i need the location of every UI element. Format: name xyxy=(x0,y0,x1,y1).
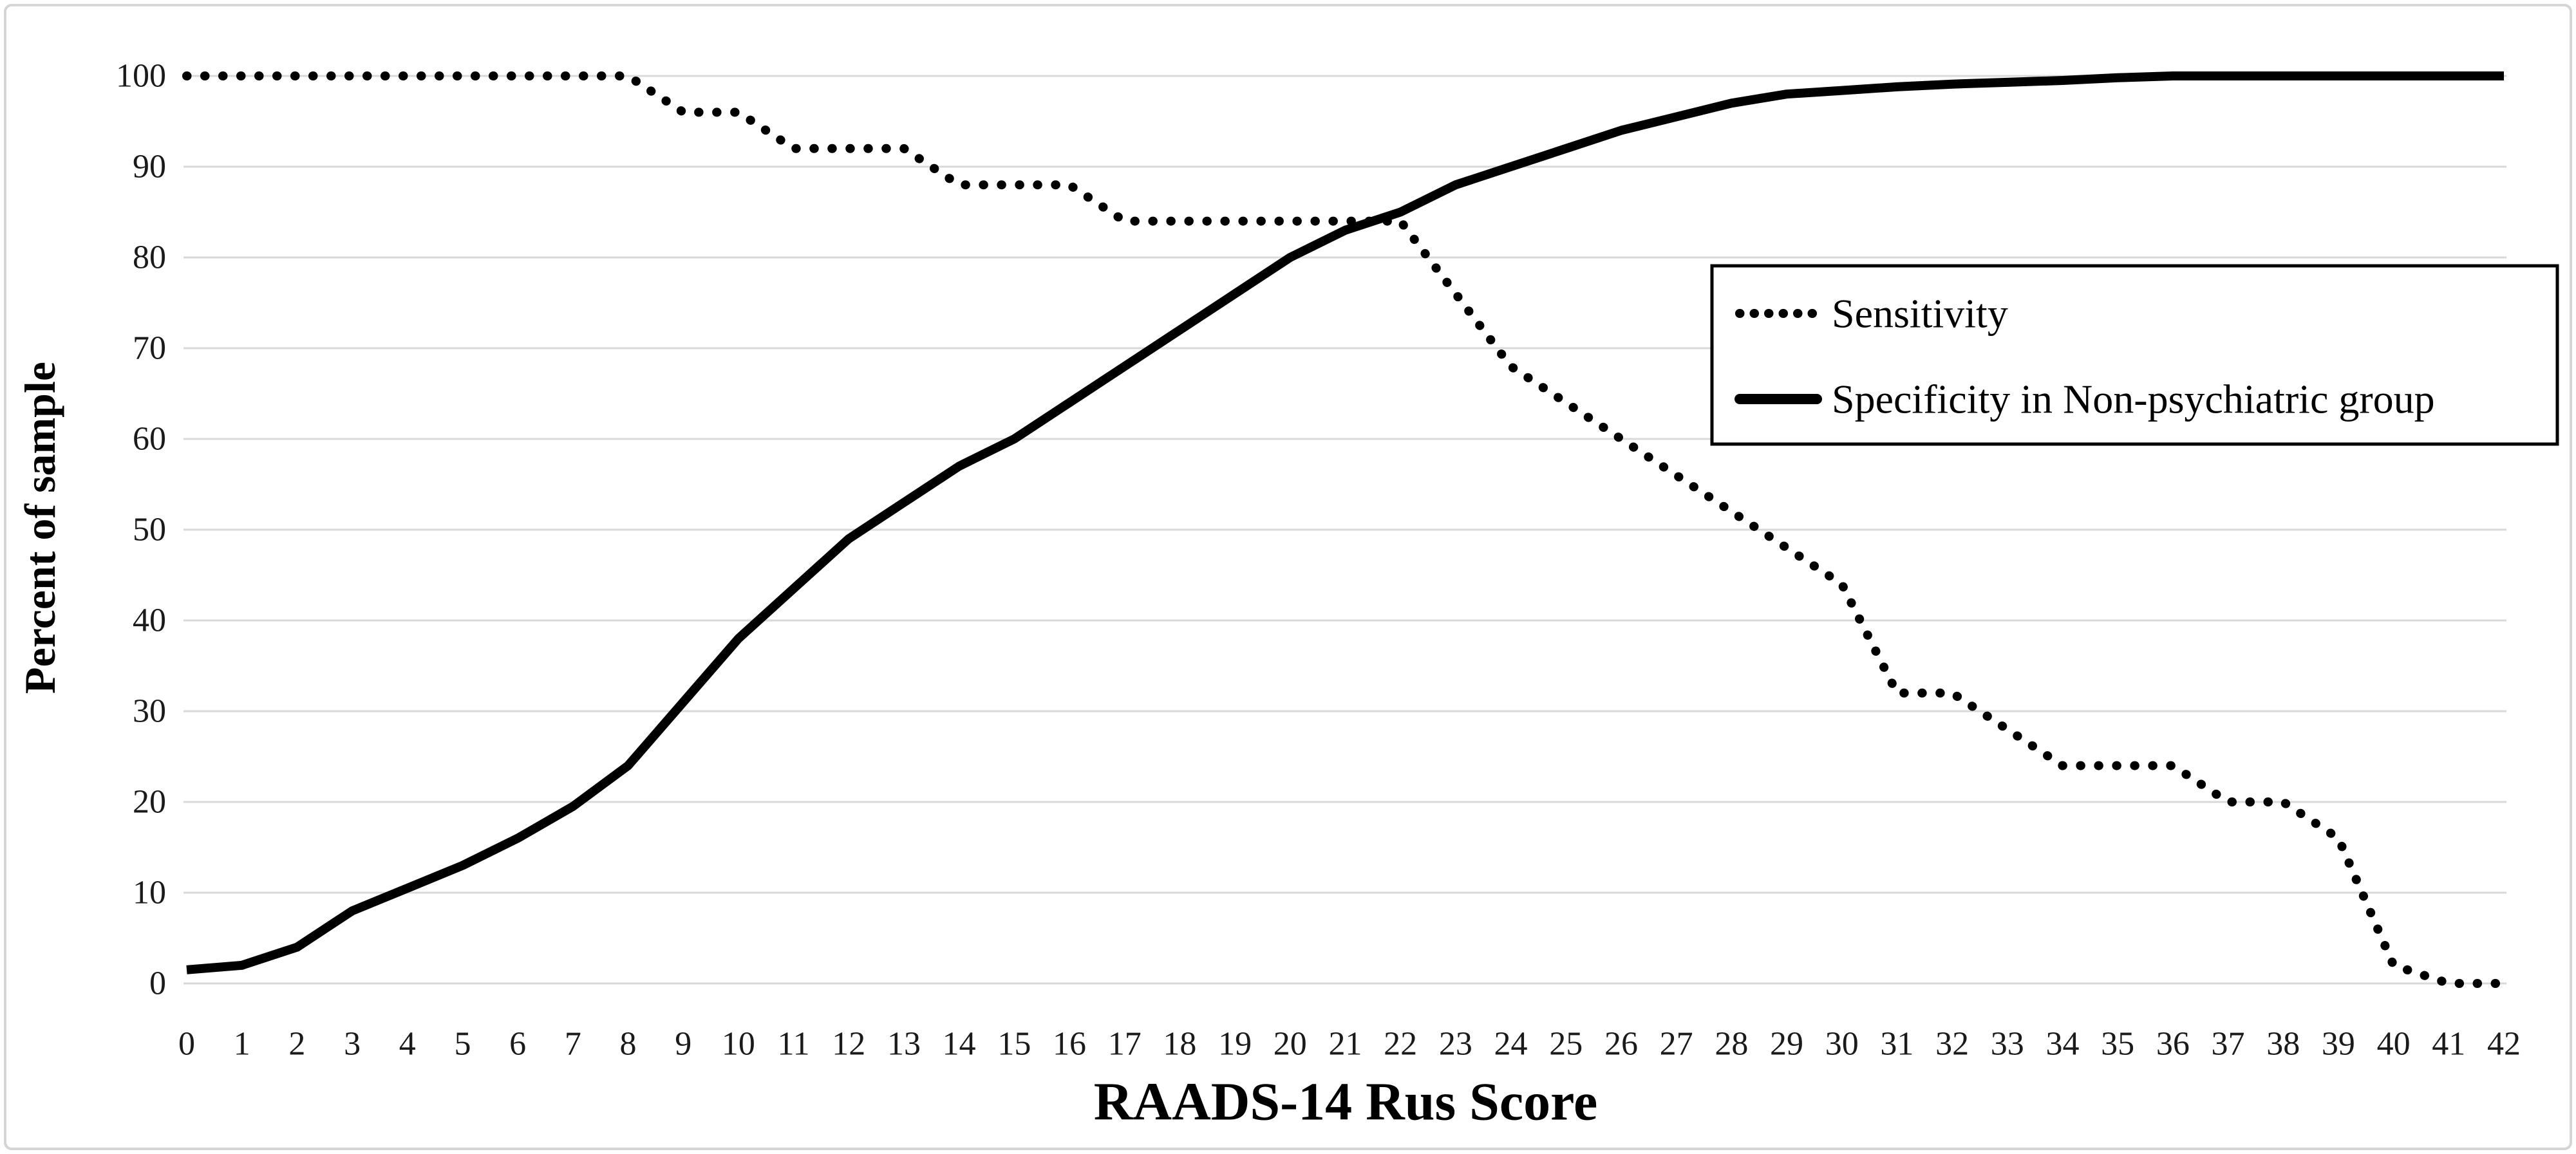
x-tick-label-19: 19 xyxy=(1218,1026,1252,1063)
x-tick-label-15: 15 xyxy=(997,1026,1031,1063)
x-tick-label-12: 12 xyxy=(832,1026,865,1063)
x-tick-label-40: 40 xyxy=(2377,1026,2411,1063)
x-tick-label-6: 6 xyxy=(509,1026,526,1063)
data-series xyxy=(182,71,2508,988)
y-tick-label-100: 100 xyxy=(116,58,166,95)
x-tick-label-20: 20 xyxy=(1274,1026,1307,1063)
x-tick-label-22: 22 xyxy=(1384,1026,1417,1063)
x-tick-label-37: 37 xyxy=(2212,1026,2245,1063)
x-tick-label-11: 11 xyxy=(778,1026,810,1063)
x-tick-label-23: 23 xyxy=(1439,1026,1472,1063)
x-tick-label-36: 36 xyxy=(2156,1026,2190,1063)
legend: Sensitivity Specificity in Non-psychiatr… xyxy=(1710,264,2559,446)
legend-label-specificity: Specificity in Non-psychiatric group xyxy=(1832,377,2435,422)
x-tick-label-42: 42 xyxy=(2487,1026,2521,1063)
x-tick-label-26: 26 xyxy=(1604,1026,1638,1063)
x-tick-label-13: 13 xyxy=(887,1026,921,1063)
x-tick-label-28: 28 xyxy=(1715,1026,1748,1063)
y-tick-label-10: 10 xyxy=(133,875,166,911)
gridlines xyxy=(183,75,2506,985)
x-tick-label-16: 16 xyxy=(1053,1026,1086,1063)
x-tick-label-39: 39 xyxy=(2322,1026,2355,1063)
x-tick-label-5: 5 xyxy=(454,1026,471,1063)
y-tick-label-60: 60 xyxy=(133,421,166,458)
x-tick-label-9: 9 xyxy=(675,1026,691,1063)
x-tick-label-4: 4 xyxy=(399,1026,416,1063)
x-tick-label-14: 14 xyxy=(943,1026,976,1063)
x-tick-label-31: 31 xyxy=(1880,1026,1913,1063)
x-axis-ticks: 0 1 2 3 4 5 6 7 8 9 10 11 12 13 14 15 16 17 18 19 20 21 22 23 24… xyxy=(178,1026,2521,1063)
y-axis-title: Percent of sample xyxy=(15,362,64,694)
x-tick-label-10: 10 xyxy=(722,1026,755,1063)
y-tick-label-40: 40 xyxy=(133,602,166,639)
x-tick-label-33: 33 xyxy=(1991,1026,2024,1063)
specificity-curve xyxy=(186,71,2504,974)
x-tick-label-3: 3 xyxy=(344,1026,361,1063)
figure-frame xyxy=(4,4,2572,1150)
x-tick-label-17: 17 xyxy=(1108,1026,1142,1063)
y-tick-label-30: 30 xyxy=(133,693,166,730)
x-tick-label-8: 8 xyxy=(620,1026,637,1063)
x-tick-label-41: 41 xyxy=(2432,1026,2465,1063)
x-tick-label-2: 2 xyxy=(288,1026,305,1063)
y-tick-label-70: 70 xyxy=(133,330,166,367)
x-tick-label-35: 35 xyxy=(2101,1026,2134,1063)
y-axis-ticks: 0 10 20 30 40 50 60 70 80 90 100 xyxy=(116,58,166,1002)
x-tick-label-30: 30 xyxy=(1825,1026,1859,1063)
x-tick-label-7: 7 xyxy=(565,1026,581,1063)
sensitivity-curve xyxy=(182,71,2508,988)
y-tick-label-50: 50 xyxy=(133,512,166,548)
x-tick-label-29: 29 xyxy=(1770,1026,1803,1063)
x-tick-label-0: 0 xyxy=(178,1026,195,1063)
legend-box xyxy=(1710,264,2559,446)
x-tick-label-24: 24 xyxy=(1494,1026,1528,1063)
x-tick-label-34: 34 xyxy=(2045,1026,2079,1063)
x-tick-label-18: 18 xyxy=(1163,1026,1196,1063)
y-tick-label-0: 0 xyxy=(149,965,166,1002)
y-tick-label-90: 90 xyxy=(133,149,166,185)
y-tick-label-80: 80 xyxy=(133,239,166,276)
x-tick-label-21: 21 xyxy=(1328,1026,1362,1063)
x-tick-label-32: 32 xyxy=(1935,1026,1969,1063)
x-tick-label-38: 38 xyxy=(2266,1026,2300,1063)
x-axis-title: RAADS-14 Rus Score xyxy=(1094,1072,1597,1132)
y-tick-label-20: 20 xyxy=(133,784,166,821)
x-tick-label-27: 27 xyxy=(1660,1026,1693,1063)
legend-label-sensitivity: Sensitivity xyxy=(1832,291,2008,337)
x-tick-label-1: 1 xyxy=(234,1026,250,1063)
x-tick-label-25: 25 xyxy=(1549,1026,1583,1063)
